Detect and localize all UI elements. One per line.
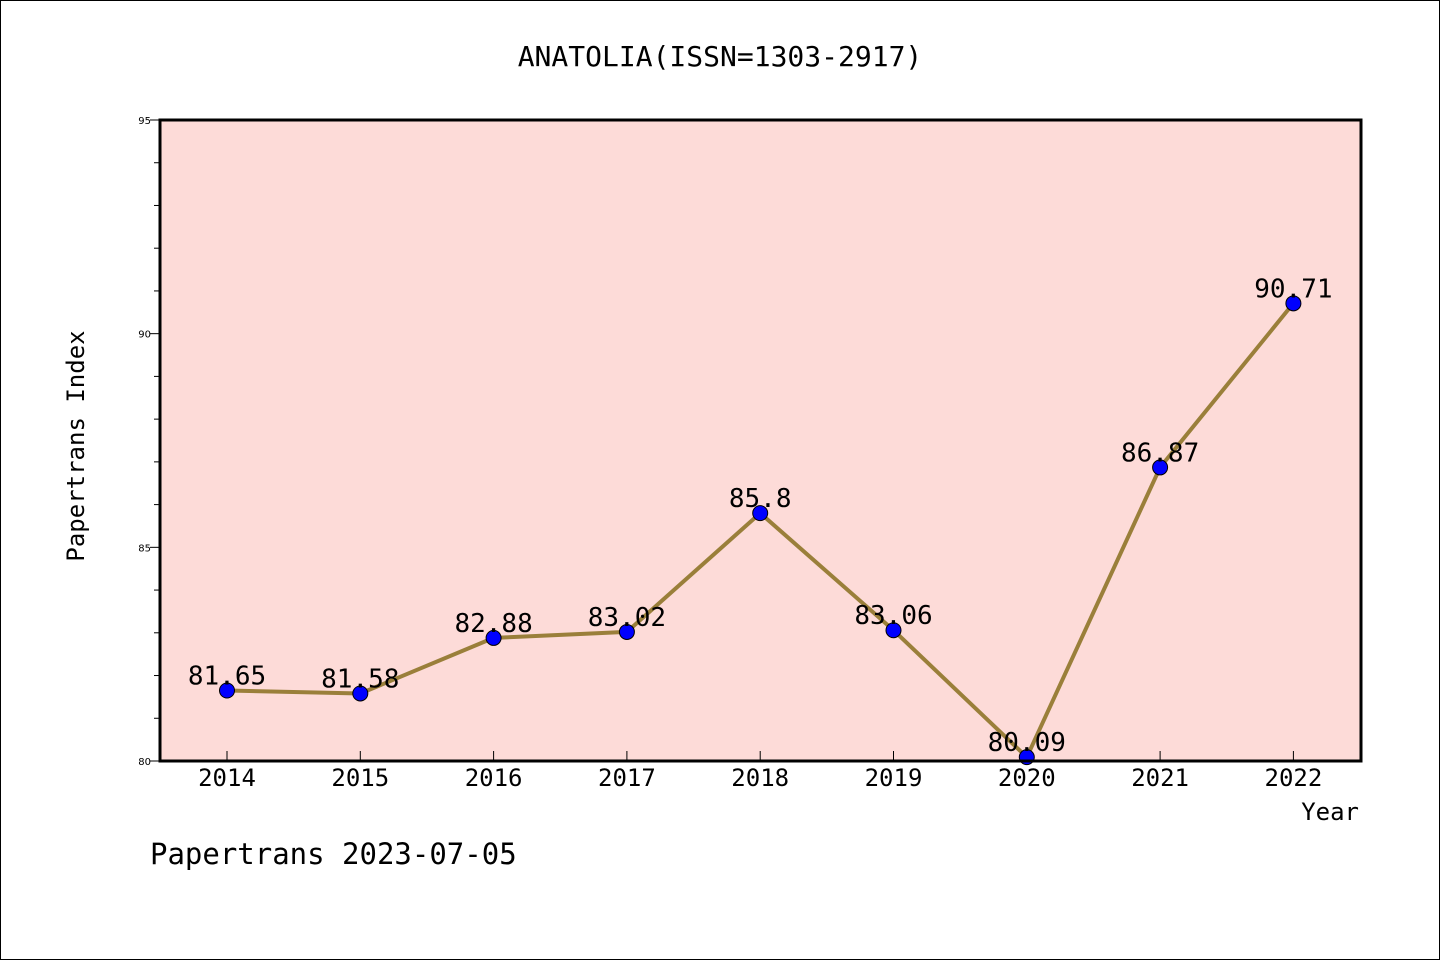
x-tick-label: 2020	[998, 764, 1056, 792]
data-point	[1152, 459, 1169, 476]
data-point	[618, 623, 635, 640]
chart-title: ANATOLIA(ISSN=1303-2917)	[518, 40, 923, 73]
y-axis-ticks: 80 85 90 95	[138, 116, 160, 768]
x-tick-label: 2016	[465, 764, 523, 792]
data-point	[885, 622, 902, 639]
data-point	[219, 682, 235, 699]
x-tick-label: 2019	[865, 764, 923, 792]
plot-area	[160, 120, 1361, 761]
x-tick-label: 2022	[1265, 764, 1323, 792]
data-point	[1285, 295, 1302, 312]
x-axis-label: Year	[1301, 798, 1359, 826]
x-tick-label: 2014	[198, 764, 256, 792]
series-markers	[219, 295, 1302, 766]
data-label: 86.87	[1121, 438, 1199, 468]
footer-text: Papertrans 2023-07-05	[150, 837, 517, 871]
data-label: 90.71	[1254, 274, 1332, 304]
x-axis-ticks: 2014 2015 2016 2017 2018 2019 2020 2021 2022	[198, 751, 1322, 792]
data-label: 82.88	[454, 609, 532, 639]
x-tick-label: 2015	[331, 764, 389, 792]
data-label: 80.09	[988, 728, 1066, 758]
y-tick-label: 95	[138, 116, 151, 127]
data-label: 85.8	[729, 484, 792, 514]
data-point	[352, 685, 369, 702]
y-tick-label: 90	[138, 330, 151, 341]
y-tick-label: 85	[138, 543, 151, 554]
data-point	[752, 505, 769, 522]
x-tick-label: 2021	[1131, 764, 1189, 792]
data-label: 83.02	[588, 603, 666, 633]
data-label: 81.65	[188, 661, 266, 691]
y-axis-label: Papertrans Index	[62, 330, 90, 561]
data-point	[485, 629, 502, 646]
data-labels: 81.65 81.58 82.88 83.02 85.8 83.06 80.09 86.87 9…	[188, 274, 1333, 758]
x-tick-label: 2018	[731, 764, 789, 792]
data-label: 83.06	[854, 601, 932, 631]
y-tick-label: 80	[138, 757, 151, 768]
plot-border	[158, 118, 1363, 763]
x-tick-label: 2017	[598, 764, 656, 792]
data-label: 81.58	[321, 664, 399, 694]
